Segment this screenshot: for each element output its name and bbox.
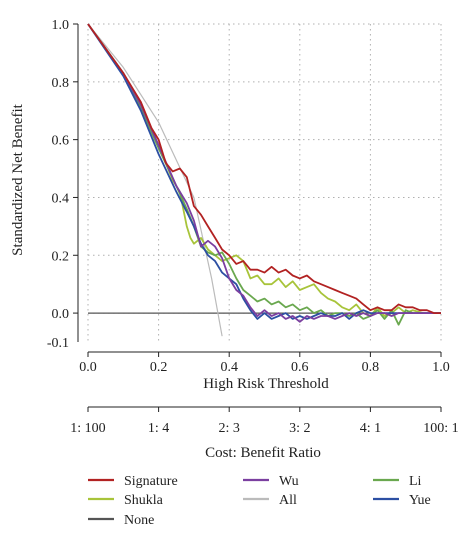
x-axis: 0.0 0.2 0.4 0.6 0.8 1.0: [79, 352, 450, 375]
grid: [87, 23, 442, 342]
cost-benefit-axis: 1: 100 1: 4 2: 3 3: 2 4: 1 100: 1: [70, 406, 459, 436]
x-tick-label: 0.6: [291, 360, 309, 375]
x-tick-label: 0.0: [79, 360, 97, 375]
y-tick-label: 0.0: [52, 307, 70, 322]
cost-benefit-tick-label: 2: 3: [219, 421, 240, 436]
legend-label-li: Li: [409, 474, 422, 489]
y-tick-label: 0.6: [52, 134, 70, 149]
legend-label-all: All: [279, 493, 297, 508]
series-line-li: [87, 23, 441, 326]
y-tick-label: 1.0: [52, 18, 70, 33]
legend: Signature Wu Li Shukla All Yue None: [88, 474, 431, 528]
legend-label-wu: Wu: [279, 474, 299, 489]
y-tick-label: -0.1: [47, 336, 69, 351]
y-tick-label: 0.4: [52, 191, 70, 206]
series-line-all: [87, 23, 223, 337]
cost-benefit-tick-label: 4: 1: [360, 421, 381, 436]
plot-frame: [77, 24, 441, 353]
legend-label-signature: Signature: [124, 474, 178, 489]
y-axis-label: Standardized Net Benefit: [10, 103, 26, 255]
x-tick-label: 0.2: [150, 360, 168, 375]
legend-label-yue: Yue: [409, 493, 431, 508]
x-tick-label: 1.0: [432, 360, 450, 375]
y-tick-label: 0.2: [52, 249, 70, 264]
series-line-signature: [87, 23, 441, 314]
y-axis: -0.1 0.0 0.2 0.4 0.6 0.8 1.0: [47, 18, 78, 351]
cost-benefit-tick-label: 100: 1: [423, 421, 458, 436]
y-tick-label: 0.8: [52, 76, 70, 91]
x-axis-label: High Risk Threshold: [203, 376, 329, 392]
series-lines: [87, 23, 441, 337]
cost-benefit-axis-label: Cost: Benefit Ratio: [205, 445, 321, 461]
cost-benefit-tick-label: 1: 4: [148, 421, 169, 436]
x-tick-label: 0.8: [362, 360, 380, 375]
series-line-wu: [87, 23, 441, 323]
x-tick-label: 0.4: [220, 360, 238, 375]
series-line-yue: [87, 23, 441, 320]
legend-label-shukla: Shukla: [124, 493, 164, 508]
legend-label-none: None: [124, 513, 154, 528]
cost-benefit-tick-label: 3: 2: [289, 421, 310, 436]
cost-benefit-tick-label: 1: 100: [70, 421, 105, 436]
